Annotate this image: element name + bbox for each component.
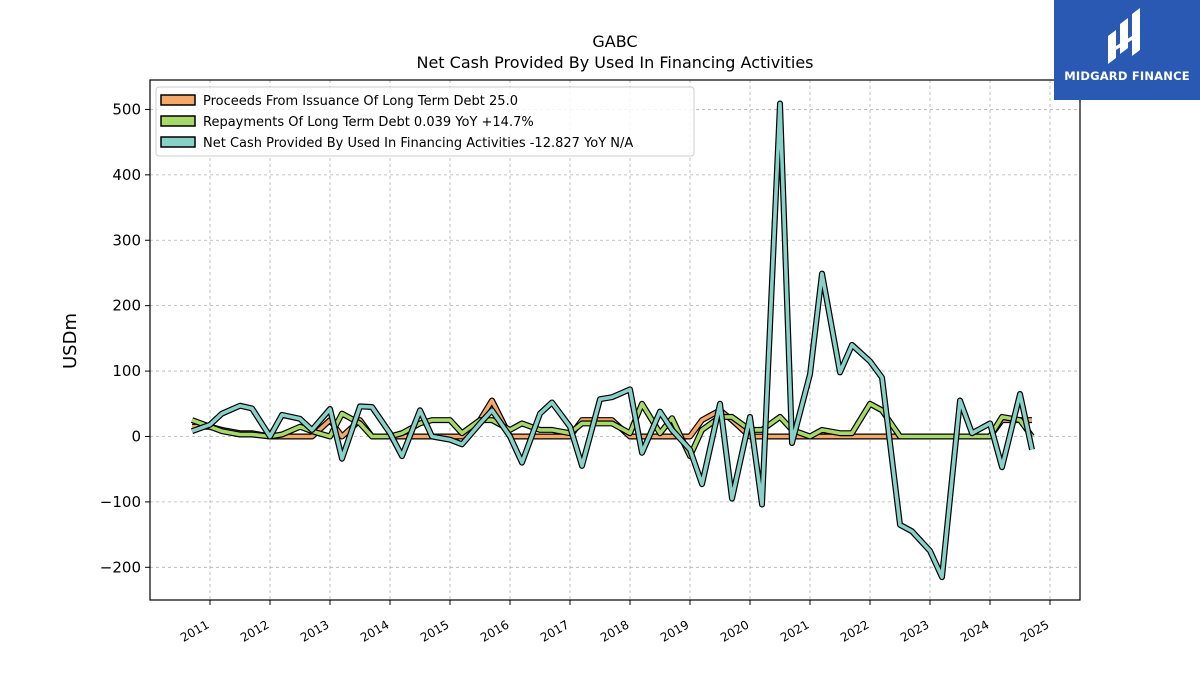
legend-box (155, 86, 695, 157)
y-tick-label: 100 (112, 362, 141, 380)
series-lines (190, 100, 1035, 581)
legend-swatch (160, 94, 196, 106)
legend-swatch (160, 136, 196, 148)
legend-label: Net Cash Provided By Used In Financing A… (203, 136, 633, 151)
chart-subtitle: Net Cash Provided By Used In Financing A… (416, 53, 813, 72)
y-tick-label: −200 (100, 558, 141, 576)
y-tick-label: 400 (112, 166, 141, 184)
series-2 (190, 400, 1035, 460)
series-line-outline (190, 400, 1035, 460)
legend: Proceeds From Issuance Of Long Term Debt… (155, 86, 695, 157)
x-tick-label: 2011 (178, 617, 211, 644)
grid-lines (150, 80, 1080, 600)
series-line (191, 101, 1034, 579)
y-tick-label: 300 (112, 231, 141, 249)
plot-frame (149, 79, 1081, 601)
x-tick-label: 2012 (238, 617, 271, 644)
x-tick-label: 2019 (658, 617, 691, 644)
x-tick-label: 2023 (898, 617, 931, 644)
chart-title: GABC (592, 32, 637, 51)
y-tick-label: −100 (100, 493, 141, 511)
x-tick-label: 2021 (778, 617, 811, 644)
x-tick-label: 2016 (478, 617, 511, 644)
logo-text: MIDGARD FINANCE (1064, 69, 1190, 83)
y-tick-label: 200 (112, 297, 141, 315)
y-tick-label: 500 (112, 100, 141, 118)
y-axis-label: USDm (60, 313, 81, 369)
x-tick-label: 2014 (358, 617, 391, 644)
axes: −200 −100 0 100 200 300 400 500 2011 2012 2013 2014… (100, 100, 1052, 644)
x-tick-label: 2015 (418, 617, 451, 644)
y-tick-label: 0 (131, 427, 141, 445)
legend-swatch (160, 115, 196, 127)
series-3 (190, 100, 1035, 581)
x-tick-label: 2024 (958, 617, 991, 644)
x-tick-label: 2017 (538, 617, 571, 644)
midgard-logo-icon (1108, 8, 1140, 64)
legend-label: Repayments Of Long Term Debt 0.039 YoY +… (203, 115, 534, 130)
x-tick-label: 2013 (298, 617, 331, 644)
x-tick-label: 2025 (1018, 617, 1051, 644)
x-tick-label: 2022 (838, 617, 871, 644)
x-tick-label: 2018 (598, 617, 631, 644)
x-tick-label: 2020 (718, 617, 751, 644)
legend-label: Proceeds From Issuance Of Long Term Debt… (203, 94, 518, 109)
midgard-finance-logo: MIDGARD FINANCE (1054, 0, 1200, 100)
